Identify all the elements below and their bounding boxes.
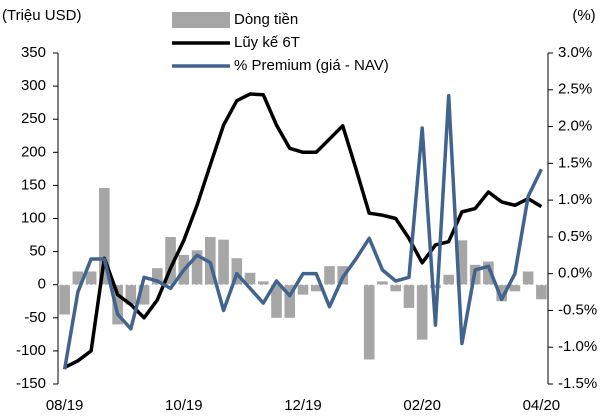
bar [377, 281, 388, 285]
y-tick-label: 300 [21, 77, 46, 94]
bar [112, 284, 123, 325]
bar [165, 237, 176, 285]
bar [99, 188, 110, 285]
bar [324, 266, 335, 285]
bar [59, 284, 70, 315]
bar [284, 284, 296, 318]
x-tick-label: 08/19 [46, 397, 84, 414]
y2-tick-label: 1.0% [558, 191, 592, 208]
y-tick-label: 100 [21, 209, 46, 226]
bar [271, 284, 282, 318]
bar [509, 284, 521, 292]
bar [125, 284, 137, 305]
y2-tick-label: 0.5% [558, 228, 592, 245]
y-tick-label: -50 [24, 309, 46, 326]
bar [522, 271, 534, 285]
bar [231, 258, 243, 285]
bar [257, 281, 269, 285]
bar [496, 284, 507, 302]
bar [483, 261, 494, 285]
bar [152, 268, 163, 285]
y2-tick-label: -0.5% [558, 301, 597, 318]
bar [72, 271, 84, 285]
bar [456, 240, 468, 285]
y2-axis-label: (%) [572, 7, 595, 24]
x-tick-label: 10/19 [165, 397, 203, 414]
bar [363, 284, 375, 360]
y-tick-label: 0 [38, 276, 46, 293]
y-tick-label: -100 [16, 342, 46, 359]
bar [403, 284, 415, 308]
bar [443, 274, 454, 285]
bar [430, 284, 441, 289]
bar [297, 284, 309, 295]
y-tick-label: 350 [21, 44, 46, 61]
x-tick-label: 12/19 [284, 397, 322, 414]
bar [310, 284, 322, 292]
line [62, 93, 543, 370]
x-tick-label: 04/20 [523, 397, 561, 414]
y-tick-label: 50 [29, 243, 46, 260]
bar [138, 284, 150, 305]
y-tick-label: 200 [21, 143, 46, 160]
bar [390, 284, 401, 292]
y2-tick-label: 0.0% [558, 265, 592, 282]
legend-label: Dòng tiền [234, 11, 298, 28]
y-axis-label: (Triệu USD) [2, 7, 81, 24]
bar [85, 271, 97, 285]
y2-tick-label: 2.5% [558, 81, 592, 98]
y-tick-label: 250 [21, 110, 46, 127]
y2-tick-label: -1.5% [558, 375, 597, 392]
x-tick-label: 02/20 [403, 397, 441, 414]
bar [218, 239, 229, 285]
y-tick-label: 150 [21, 176, 46, 193]
legend-swatch [172, 12, 230, 28]
legend-label: Lũy kế 6T [234, 34, 300, 51]
line [63, 92, 543, 370]
y2-tick-label: 3.0% [558, 44, 592, 61]
bar [416, 284, 428, 340]
bar [244, 272, 256, 285]
bar [191, 250, 203, 285]
y2-tick-label: 1.5% [558, 154, 592, 171]
y2-tick-label: 2.0% [558, 118, 592, 135]
legend-label: % Premium (giá - NAV) [234, 57, 389, 74]
bar [536, 284, 547, 300]
y2-tick-label: -1.0% [558, 338, 597, 355]
y-tick-label: -150 [16, 375, 46, 392]
